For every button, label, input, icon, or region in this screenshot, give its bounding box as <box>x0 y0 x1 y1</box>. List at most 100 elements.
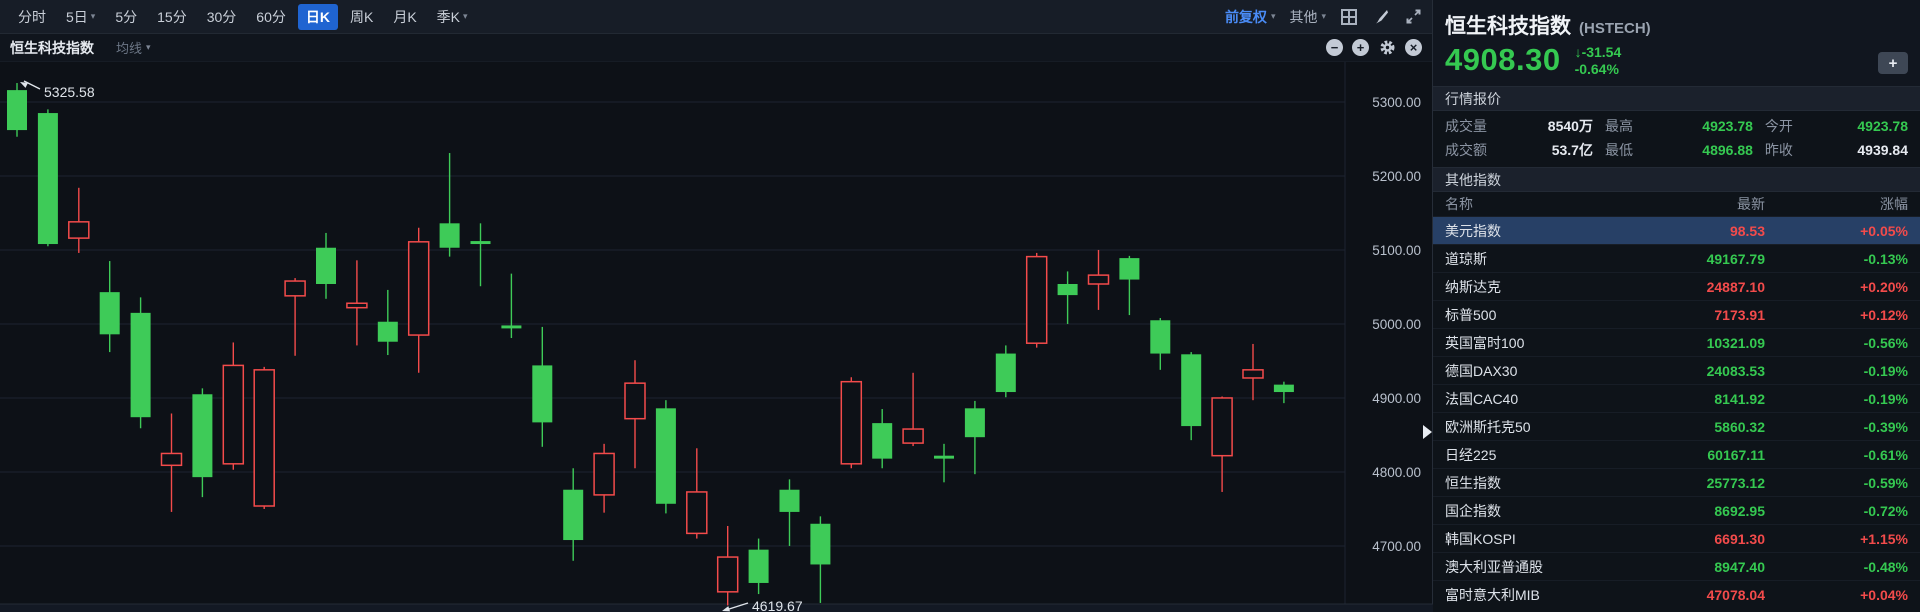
candle <box>37 109 58 247</box>
index-name: 道琼斯 <box>1445 250 1487 267</box>
index-row-恒生指数[interactable]: 恒生指数 25773.12 -0.59% <box>1433 468 1920 496</box>
candle <box>377 289 398 356</box>
quote-value: 8540万 <box>1547 118 1593 134</box>
index-change: -0.13% <box>1863 250 1908 267</box>
annotation-arrow <box>23 80 41 90</box>
index-last: 98.53 <box>1729 222 1765 239</box>
quote-value: 4923.78 <box>1857 118 1908 134</box>
index-last: 8141.92 <box>1714 390 1765 407</box>
index-row-英国富时100[interactable]: 英国富时100 10321.09 -0.56% <box>1433 328 1920 356</box>
col-header-last: 最新 <box>1737 196 1765 212</box>
period-tab-季K[interactable]: 季K ▾ <box>429 4 476 30</box>
period-tab-30分[interactable]: 30分 <box>199 4 245 30</box>
index-row-国企指数[interactable]: 国企指数 8692.95 -0.72% <box>1433 496 1920 524</box>
quote-label: 最低 <box>1604 142 1633 158</box>
period-tab-日K[interactable]: 日K <box>297 3 338 30</box>
index-row-富时意大利MIB[interactable]: 富时意大利MIB 47078.04 +0.04% <box>1433 580 1920 608</box>
period-label: 分时 <box>18 8 46 25</box>
indices-section-header: 其他指数 <box>1433 167 1920 192</box>
index-row-标普500[interactable]: 标普500 7173.91 +0.12% <box>1433 300 1920 328</box>
chevron-down-icon: ▾ <box>1321 11 1326 21</box>
adjust-mode-dropdown[interactable]: 前复权 ▾ <box>1225 7 1276 27</box>
fullscreen-icon[interactable] <box>1404 8 1422 26</box>
index-name: 纳斯达克 <box>1445 278 1501 295</box>
zoom-in-icon[interactable]: + <box>1352 39 1369 56</box>
add-to-watchlist-button[interactable]: + <box>1878 52 1908 74</box>
period-label: 15分 <box>157 8 187 25</box>
period-tab-月K[interactable]: 月K <box>385 4 424 30</box>
quote-label: 昨收 <box>1764 142 1793 158</box>
index-change: -0.59% <box>1863 474 1908 491</box>
index-row-纳斯达克[interactable]: 纳斯达克 24887.10 +0.20% <box>1433 272 1920 300</box>
quote-pair: 成交额 53.7亿 <box>1445 140 1593 160</box>
ma-dropdown[interactable]: 均线 ▾ <box>116 38 151 57</box>
quote-row: 成交量 8540万 最高 4923.78 今开 4923.78 <box>1445 114 1908 138</box>
index-change: +0.20% <box>1860 278 1908 295</box>
chart-pane: 分时 5日 ▾ 5分 15分 30分 60分 日K 周K 月K 季K ▾ 前复权 ▾ 其他 ▾ <box>0 0 1433 612</box>
index-change: -0.19% <box>1863 390 1908 407</box>
index-last: 8947.40 <box>1714 558 1765 575</box>
more-dropdown[interactable]: 其他 ▾ <box>1289 7 1326 27</box>
candle <box>593 443 615 513</box>
index-name: 德国DAX30 <box>1445 362 1518 379</box>
chevron-down-icon: ▾ <box>90 11 96 21</box>
index-change: -0.48% <box>1863 558 1908 575</box>
period-tab-分时[interactable]: 分时 <box>10 4 54 30</box>
index-last: 10321.09 <box>1706 334 1765 351</box>
period-tab-15分[interactable]: 15分 <box>149 4 195 30</box>
candlestick-chart[interactable]: 5300.00 5200.00 5100.00 5000.00 4900.00 4800.… <box>0 62 1433 612</box>
index-row-澳大利亚普通股[interactable]: 澳大利亚普通股 8947.40 -0.48% <box>1433 552 1920 580</box>
period-label: 60分 <box>256 8 286 25</box>
index-name: 标普500 <box>1445 306 1497 323</box>
period-tab-60分[interactable]: 60分 <box>248 4 294 30</box>
candle <box>68 187 90 253</box>
candle <box>655 400 676 514</box>
index-change: +1.15% <box>1860 530 1908 547</box>
candle <box>407 227 430 373</box>
candle <box>1150 318 1171 370</box>
down-arrow-icon: ↓ <box>1574 43 1582 60</box>
annotation-arrow <box>725 602 749 611</box>
candle <box>964 400 985 475</box>
index-row-法国CAC40[interactable]: 法国CAC40 8141.92 -0.19% <box>1433 384 1920 412</box>
candle <box>624 360 646 469</box>
index-last: 49167.79 <box>1706 250 1765 267</box>
zoom-out-icon[interactable]: − <box>1326 39 1343 56</box>
period-label: 日K <box>305 8 330 25</box>
period-tab-5分[interactable]: 5分 <box>107 4 145 30</box>
index-row-德国DAX30[interactable]: 德国DAX30 24083.53 -0.19% <box>1433 356 1920 384</box>
period-label: 周K <box>349 8 374 25</box>
index-name: 国企指数 <box>1445 502 1501 519</box>
index-change: -0.61% <box>1863 446 1908 463</box>
candle <box>1119 255 1140 316</box>
index-last: 60167.11 <box>1707 446 1765 463</box>
period-label: 30分 <box>206 8 237 25</box>
index-row-道琼斯[interactable]: 道琼斯 49167.79 -0.13% <box>1433 244 1920 272</box>
y-axis-label: 4900.00 <box>1372 391 1421 406</box>
candle <box>995 345 1016 398</box>
indices-table-header: 名称 最新 涨幅 <box>1433 192 1920 216</box>
more-label: 其他 <box>1289 8 1318 25</box>
gear-icon[interactable] <box>1378 39 1396 57</box>
period-tab-周K[interactable]: 周K <box>342 4 381 30</box>
close-icon[interactable]: × <box>1405 39 1422 56</box>
index-change: +0.05% <box>1860 222 1908 239</box>
chart-title: 恒生科技指数 <box>10 39 94 56</box>
candle <box>1025 252 1048 348</box>
quote-grid: 成交量 8540万 最高 4923.78 今开 4923.78 成交额 53.7亿 最低 4896… <box>1433 111 1920 167</box>
candle <box>779 479 800 546</box>
index-row-韩国KOSPI[interactable]: 韩国KOSPI 6691.30 +1.15% <box>1433 524 1920 552</box>
period-tab-5日[interactable]: 5日 ▾ <box>58 4 103 30</box>
index-row-欧洲斯托克50[interactable]: 欧洲斯托克50 5860.32 -0.39% <box>1433 412 1920 440</box>
index-row-日经225[interactable]: 日经225 60167.11 -0.61% <box>1433 440 1920 468</box>
drawing-brush-icon[interactable] <box>1372 8 1390 26</box>
candle <box>501 273 522 339</box>
index-row-美元指数[interactable]: 美元指数 98.53 +0.05% <box>1433 216 1920 244</box>
period-label: 5分 <box>115 8 138 25</box>
layout-grid-icon[interactable] <box>1340 8 1358 26</box>
candle <box>192 388 213 498</box>
candle <box>748 538 769 595</box>
panel-collapse-arrow-icon[interactable] <box>1423 425 1432 439</box>
index-name: 恒生指数 <box>1445 474 1501 491</box>
candlestick-svg[interactable]: 5300.00 5200.00 5100.00 5000.00 4900.00 4800.… <box>0 62 1433 612</box>
